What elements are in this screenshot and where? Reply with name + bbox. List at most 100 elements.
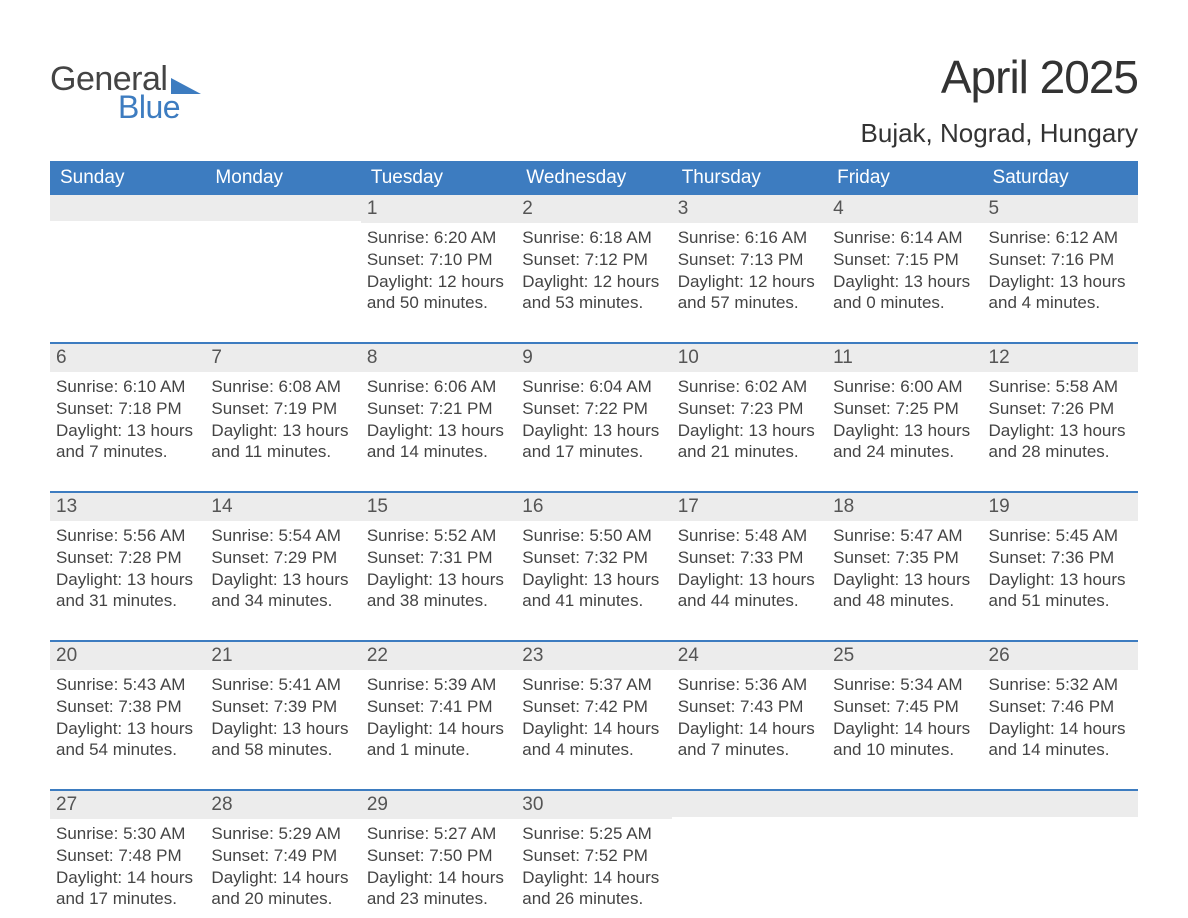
day-body: Sunrise: 6:00 AMSunset: 7:25 PMDaylight:… (827, 372, 982, 467)
day-number-row: 5 (983, 195, 1138, 223)
day-body: Sunrise: 5:25 AMSunset: 7:52 PMDaylight:… (516, 819, 671, 914)
day-number: 4 (833, 198, 844, 219)
daylight-text: Daylight: 13 hours and 38 minutes. (367, 569, 510, 613)
sunset-text: Sunset: 7:29 PM (211, 547, 354, 569)
logo: General Blue (50, 60, 201, 126)
dow-friday: Friday (827, 161, 982, 195)
day-body: Sunrise: 5:48 AMSunset: 7:33 PMDaylight:… (672, 521, 827, 616)
day-number: 16 (522, 496, 543, 517)
day-number: 13 (56, 496, 77, 517)
day-cell: 24 Sunrise: 5:36 AMSunset: 7:43 PMDayligh… (672, 642, 827, 765)
day-number: 7 (211, 347, 222, 368)
day-cell (50, 195, 205, 318)
day-number-row: 6 (50, 344, 205, 372)
daylight-text: Daylight: 12 hours and 53 minutes. (522, 271, 665, 315)
day-cell: 1Sunrise: 6:20 AMSunset: 7:10 PMDaylight… (361, 195, 516, 318)
sunset-text: Sunset: 7:35 PM (833, 547, 976, 569)
day-number-row (205, 195, 360, 221)
sunset-text: Sunset: 7:36 PM (989, 547, 1132, 569)
day-number: 18 (833, 496, 854, 517)
daylight-text: Daylight: 14 hours and 14 minutes. (989, 718, 1132, 762)
day-cell: 17 Sunrise: 5:48 AMSunset: 7:33 PMDayligh… (672, 493, 827, 616)
sunrise-text: Sunrise: 6:04 AM (522, 376, 665, 398)
sunset-text: Sunset: 7:52 PM (522, 845, 665, 867)
sunrise-text: Sunrise: 5:56 AM (56, 525, 199, 547)
calendar: Sunday Monday Tuesday Wednesday Thursday… (50, 161, 1138, 914)
sunset-text: Sunset: 7:50 PM (367, 845, 510, 867)
day-number: 29 (367, 794, 388, 815)
sunrise-text: Sunrise: 5:43 AM (56, 674, 199, 696)
day-cell: 30 Sunrise: 5:25 AMSunset: 7:52 PMDayligh… (516, 791, 671, 914)
day-cell: 11Sunrise: 6:00 AMSunset: 7:25 PMDayligh… (827, 344, 982, 467)
day-body: Sunrise: 5:52 AMSunset: 7:31 PMDaylight:… (361, 521, 516, 616)
sunset-text: Sunset: 7:49 PM (211, 845, 354, 867)
day-number-row: 24 (672, 642, 827, 670)
day-body: Sunrise: 5:27 AMSunset: 7:50 PMDaylight:… (361, 819, 516, 914)
sunrise-text: Sunrise: 6:06 AM (367, 376, 510, 398)
day-body: Sunrise: 6:04 AMSunset: 7:22 PMDaylight:… (516, 372, 671, 467)
day-number-row: 4 (827, 195, 982, 223)
day-cell: 8Sunrise: 6:06 AMSunset: 7:21 PMDaylight… (361, 344, 516, 467)
day-number-row: 12 (983, 344, 1138, 372)
day-cell: 9Sunrise: 6:04 AMSunset: 7:22 PMDaylight… (516, 344, 671, 467)
day-number-row: 23 (516, 642, 671, 670)
day-cell: 12Sunrise: 5:58 AMSunset: 7:26 PMDayligh… (983, 344, 1138, 467)
sunrise-text: Sunrise: 5:25 AM (522, 823, 665, 845)
day-number: 6 (56, 347, 67, 368)
week-row: 27Sunrise: 5:30 AMSunset: 7:48 PMDayligh… (50, 789, 1138, 914)
sunrise-text: Sunrise: 6:08 AM (211, 376, 354, 398)
sunset-text: Sunset: 7:43 PM (678, 696, 821, 718)
week-row: 6Sunrise: 6:10 AMSunset: 7:18 PMDaylight… (50, 342, 1138, 467)
day-body: Sunrise: 5:36 AMSunset: 7:43 PMDaylight:… (672, 670, 827, 765)
day-body: Sunrise: 6:02 AMSunset: 7:23 PMDaylight:… (672, 372, 827, 467)
sunset-text: Sunset: 7:15 PM (833, 249, 976, 271)
sunset-text: Sunset: 7:21 PM (367, 398, 510, 420)
sunrise-text: Sunrise: 5:58 AM (989, 376, 1132, 398)
sunrise-text: Sunrise: 5:50 AM (522, 525, 665, 547)
daylight-text: Daylight: 14 hours and 26 minutes. (522, 867, 665, 911)
day-number-row: 7 (205, 344, 360, 372)
sunrise-text: Sunrise: 5:52 AM (367, 525, 510, 547)
day-number: 30 (522, 794, 543, 815)
sunrise-text: Sunrise: 5:41 AM (211, 674, 354, 696)
day-number: 17 (678, 496, 699, 517)
day-number: 1 (367, 198, 378, 219)
sunset-text: Sunset: 7:23 PM (678, 398, 821, 420)
daylight-text: Daylight: 13 hours and 58 minutes. (211, 718, 354, 762)
sunrise-text: Sunrise: 5:48 AM (678, 525, 821, 547)
day-body (983, 817, 1138, 909)
dow-thursday: Thursday (672, 161, 827, 195)
day-number: 27 (56, 794, 77, 815)
day-body: Sunrise: 5:32 AMSunset: 7:46 PMDaylight:… (983, 670, 1138, 765)
header: General Blue April 2025 Bujak, Nograd, H… (50, 50, 1138, 149)
day-cell: 21Sunrise: 5:41 AMSunset: 7:39 PMDayligh… (205, 642, 360, 765)
daylight-text: Daylight: 14 hours and 23 minutes. (367, 867, 510, 911)
day-cell: 14Sunrise: 5:54 AMSunset: 7:29 PMDayligh… (205, 493, 360, 616)
day-number-row (50, 195, 205, 221)
daylight-text: Daylight: 13 hours and 31 minutes. (56, 569, 199, 613)
day-number: 28 (211, 794, 232, 815)
sunset-text: Sunset: 7:42 PM (522, 696, 665, 718)
day-number-row: 22 (361, 642, 516, 670)
daylight-text: Daylight: 14 hours and 7 minutes. (678, 718, 821, 762)
daylight-text: Daylight: 12 hours and 57 minutes. (678, 271, 821, 315)
day-number-row: 14 (205, 493, 360, 521)
day-number: 8 (367, 347, 378, 368)
day-cell (205, 195, 360, 318)
day-cell: 22Sunrise: 5:39 AMSunset: 7:41 PMDayligh… (361, 642, 516, 765)
sunset-text: Sunset: 7:31 PM (367, 547, 510, 569)
sunset-text: Sunset: 7:32 PM (522, 547, 665, 569)
day-number-row: 11 (827, 344, 982, 372)
day-body: Sunrise: 5:37 AMSunset: 7:42 PMDaylight:… (516, 670, 671, 765)
day-number-row: 3 (672, 195, 827, 223)
day-body (827, 817, 982, 909)
sunrise-text: Sunrise: 6:18 AM (522, 227, 665, 249)
day-number-row: 8 (361, 344, 516, 372)
day-number: 24 (678, 645, 699, 666)
daylight-text: Daylight: 13 hours and 51 minutes. (989, 569, 1132, 613)
day-cell (983, 791, 1138, 914)
daylight-text: Daylight: 14 hours and 17 minutes. (56, 867, 199, 911)
daylight-text: Daylight: 14 hours and 10 minutes. (833, 718, 976, 762)
daylight-text: Daylight: 14 hours and 4 minutes. (522, 718, 665, 762)
sunrise-text: Sunrise: 5:27 AM (367, 823, 510, 845)
